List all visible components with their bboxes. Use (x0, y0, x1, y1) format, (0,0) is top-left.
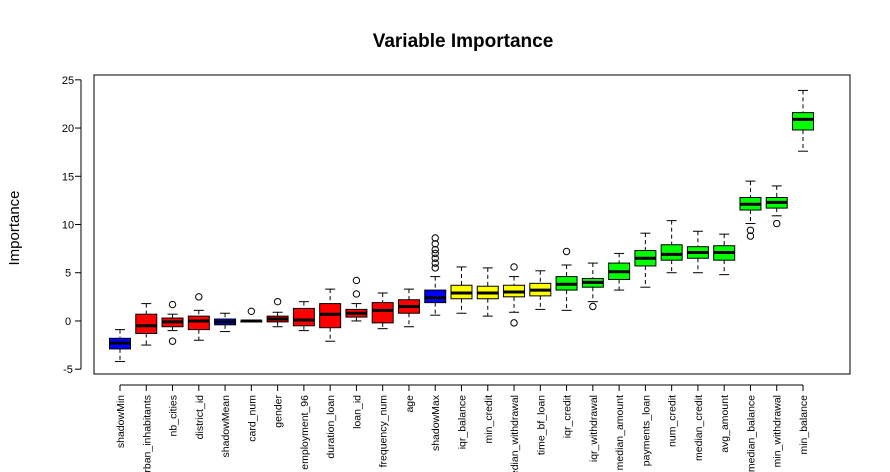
outlier-point (247, 307, 256, 316)
box-shadowMin (109, 329, 131, 362)
chart-title: Variable Importance (373, 31, 554, 52)
y-tick-label: 25 (62, 75, 74, 87)
x-tick-label: median_balance (745, 395, 757, 472)
y-axis: -5 0 5 10 15 20 25 (62, 75, 82, 376)
outlier-point (273, 297, 282, 306)
x-tick-label: district_id (194, 395, 206, 440)
outlier-point (589, 302, 597, 311)
outlier-point (168, 337, 177, 345)
box-loan_id (345, 276, 368, 322)
x-tick-label: frequency_num (378, 395, 390, 468)
box-median_balance (739, 180, 762, 240)
y-tick-label: 15 (62, 171, 74, 183)
x-tick-label: employment_96 (299, 395, 311, 470)
box-employment_96 (292, 301, 315, 332)
x-tick-label: avg_amount (719, 395, 731, 453)
x-tick-label: median_withdrawal (509, 395, 521, 472)
x-tick-label: num_credit (667, 395, 679, 447)
x-tick-label: min_balance (798, 395, 810, 455)
box-urban_inhabitants (135, 303, 158, 346)
outlier-point (431, 259, 439, 267)
box-iqr (371, 302, 394, 324)
x-axis: shadowMin urban_inhabitants nb_cities distr… (115, 384, 810, 472)
x-tick-label: median_credit (693, 395, 705, 461)
outlier-point (352, 290, 361, 298)
box-iqr (135, 313, 158, 334)
x-tick-label: loan_id (351, 395, 363, 429)
outlier-point (431, 249, 439, 258)
box-avg_amount (713, 233, 736, 276)
x-tick-label: duration_loan (325, 395, 337, 459)
y-tick-label: 20 (62, 123, 74, 135)
box-age (397, 288, 420, 328)
outlier-point (746, 232, 755, 240)
outlier-point (195, 293, 203, 301)
box-iqr (660, 244, 683, 261)
y-axis-label: Importance (6, 190, 23, 265)
outlier-point (746, 226, 755, 234)
x-tick-label: shadowMean (220, 395, 232, 458)
outlier-point (510, 263, 518, 271)
box-frequency_num (371, 292, 394, 330)
x-tick-label: iqr_balance (457, 395, 469, 449)
box-median_credit (686, 230, 709, 274)
box-nb_cities (161, 300, 184, 345)
y-tick-label: 10 (62, 220, 74, 232)
outlier-point (168, 300, 177, 309)
x-tick-label: time_bf_loan (535, 395, 547, 455)
outlier-point (431, 240, 439, 248)
x-tick-label: urban_inhabitants (141, 395, 153, 472)
box-payments_loan (634, 232, 657, 288)
outlier-point (431, 234, 439, 242)
outlier-point (431, 254, 439, 262)
y-tick-label: 0 (65, 316, 71, 328)
x-tick-label: nb_cities (168, 395, 180, 436)
box-min_credit (476, 267, 499, 317)
boxes-layer (109, 89, 814, 362)
box-iqr (187, 315, 210, 331)
box-shadowMax (424, 234, 447, 316)
box-card_num (240, 307, 263, 323)
box-num_credit (660, 220, 683, 274)
y-tick-label: 5 (65, 268, 71, 280)
x-tick-label: iqr_credit (562, 395, 574, 438)
x-tick-label: median_amount (614, 395, 626, 470)
x-tick-label: iqr_withdrawal (588, 395, 600, 462)
box-district_id (187, 293, 210, 341)
box-iqr_credit (555, 247, 578, 311)
x-tick-label: gender (273, 395, 285, 428)
box-iqr_withdrawal (581, 262, 604, 311)
x-tick-label: shadowMax (430, 394, 442, 451)
box-iqr_balance (450, 266, 473, 314)
box-iqr (292, 307, 315, 327)
outlier-point (431, 264, 439, 272)
x-tick-label: shadowMin (115, 395, 127, 448)
x-tick-label: min_withdrawal (772, 395, 784, 467)
outlier-point (773, 219, 781, 228)
outlier-point (562, 247, 571, 256)
box-duration_loan (319, 288, 342, 342)
outlier-point (352, 276, 361, 285)
box-gender (266, 297, 289, 328)
outlier-point (510, 319, 518, 327)
box-median_withdrawal (503, 263, 526, 327)
box-iqr (792, 112, 814, 131)
box-min_withdrawal (765, 185, 788, 228)
x-tick-label: age (404, 395, 416, 413)
plot-area (93, 74, 851, 375)
box-time_bf_loan (529, 270, 552, 310)
x-tick-label: min_credit (483, 395, 495, 444)
box-median_amount (608, 252, 631, 291)
x-tick-label: card_num (246, 395, 258, 442)
outlier-point (431, 245, 439, 254)
box-min_balance (792, 89, 814, 152)
box-shadowMean (214, 312, 237, 333)
y-tick-label: -5 (63, 364, 73, 376)
x-tick-label: payments_loan (640, 395, 652, 466)
